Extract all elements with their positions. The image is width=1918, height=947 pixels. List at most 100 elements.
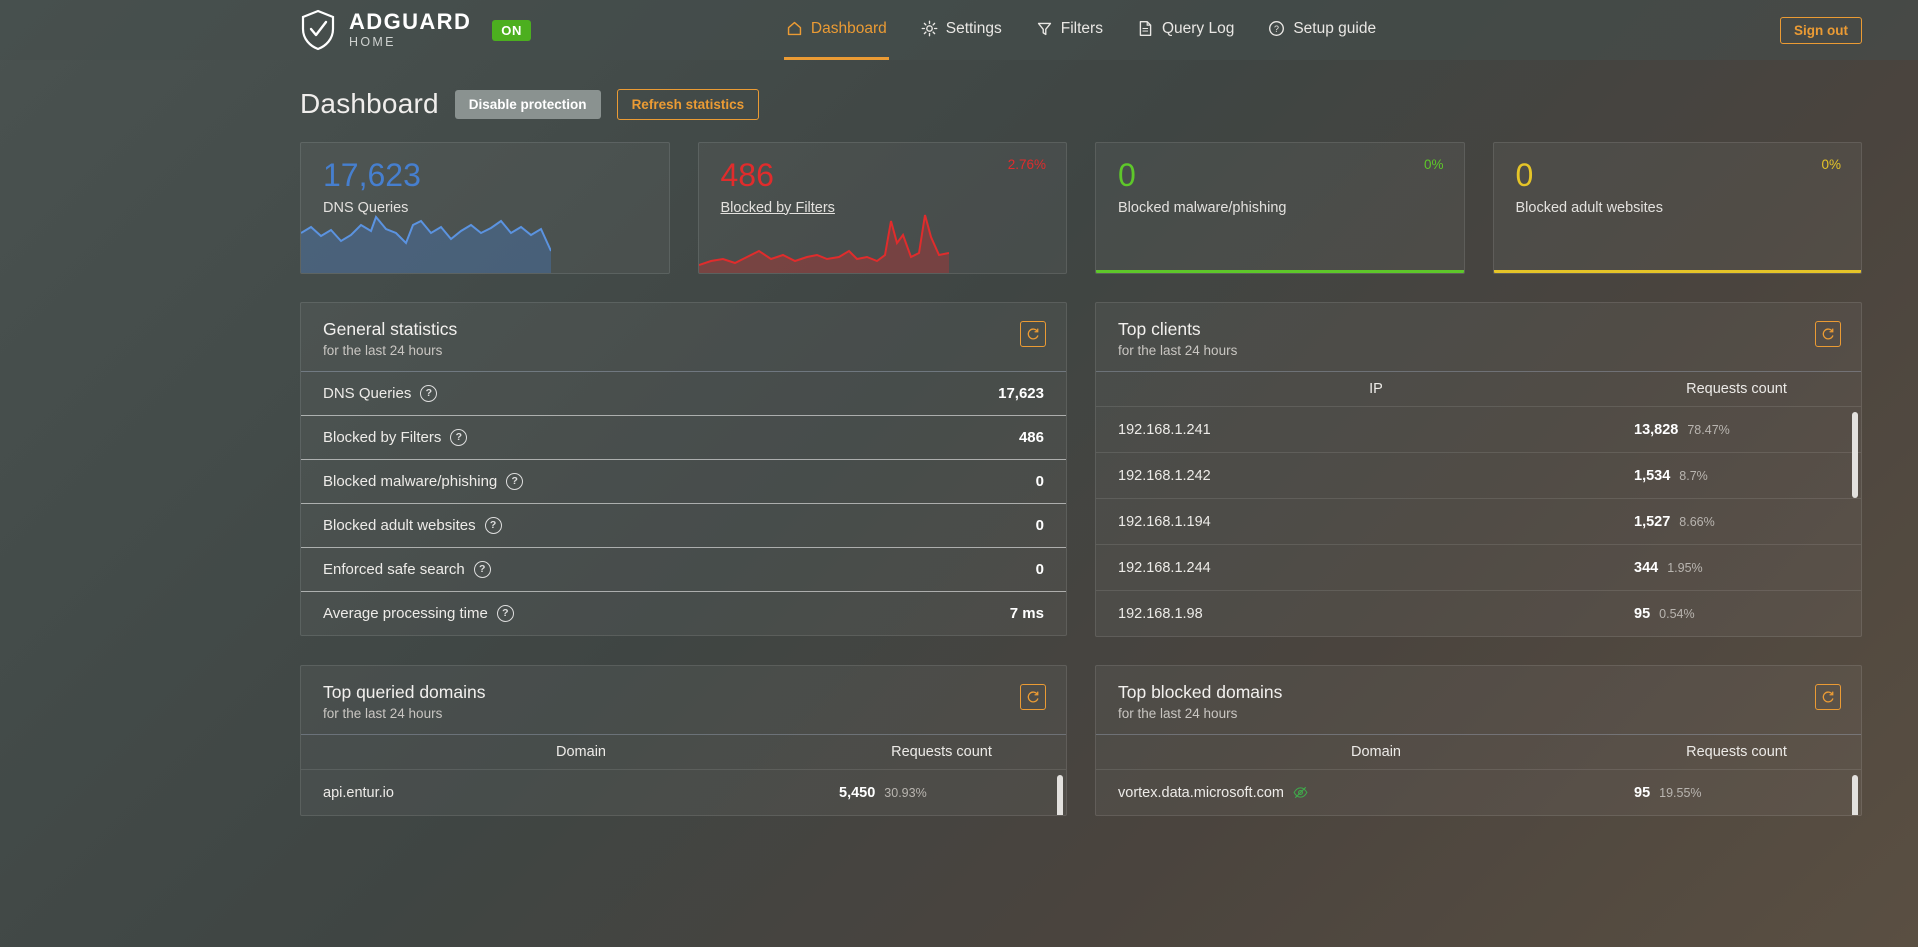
table-row-name-group: 192.168.1.242 xyxy=(1118,468,1634,484)
table-row-name[interactable]: api.entur.io xyxy=(323,784,394,801)
table-row-count: 95 xyxy=(1634,784,1651,801)
top-blocked-rows: vortex.data.microsoft.com 95 19.55% xyxy=(1096,769,1861,815)
table-row-count-group: 344 1.95% xyxy=(1634,560,1839,576)
table-row-name-group: api.entur.io xyxy=(323,785,839,801)
counter-label[interactable]: Blocked by Filters xyxy=(720,199,835,216)
table-row-name[interactable]: 192.168.1.98 xyxy=(1118,605,1203,622)
table-row-name[interactable]: 192.168.1.194 xyxy=(1118,513,1211,530)
help-icon[interactable]: ? xyxy=(496,605,514,622)
scrollbar[interactable] xyxy=(1852,775,1858,815)
table-row: 192.168.1.98 95 0.54% xyxy=(1096,590,1861,636)
statistics-row-value: 7 ms xyxy=(1009,605,1044,622)
scrollbar[interactable] xyxy=(1852,412,1858,498)
card-title: Top queried domains xyxy=(323,682,486,702)
sparkline-flatline xyxy=(1493,270,1861,273)
home-icon xyxy=(787,21,802,36)
table-header: IP Requests count xyxy=(1096,371,1861,406)
help-icon[interactable]: ? xyxy=(473,561,491,578)
counter-value: 0 xyxy=(1515,157,1534,193)
table-row-count-group: 95 0.54% xyxy=(1634,606,1839,622)
counter-card-blocked-malware[interactable]: 0% 0 Blocked malware/phishing xyxy=(1095,142,1465,274)
statistics-row-label-group: DNS Queries? xyxy=(323,385,438,402)
table-row-name[interactable]: 192.168.1.242 xyxy=(1118,467,1211,484)
statistics-row: Blocked by Filters? 486 xyxy=(301,415,1066,459)
column-header-count: Requests count xyxy=(1686,744,1787,760)
scrollbar[interactable] xyxy=(1057,775,1063,815)
refresh-button[interactable] xyxy=(1020,684,1046,710)
card-title: Top blocked domains xyxy=(1118,682,1283,702)
help-icon[interactable]: ? xyxy=(420,385,438,402)
table-row-percent: 78.47% xyxy=(1687,422,1730,437)
table-row-percent: 0.54% xyxy=(1659,606,1695,621)
nav-label: Filters xyxy=(1060,19,1103,37)
table-row: 192.168.1.244 344 1.95% xyxy=(1096,544,1861,590)
panels-row-1: General statistics for the last 24 hours… xyxy=(300,302,1862,637)
counter-card-blocked-by-filters[interactable]: 2.76% 486 Blocked by Filters xyxy=(697,142,1067,274)
table-row-percent: 30.93% xyxy=(884,785,927,800)
refresh-icon xyxy=(1027,691,1039,703)
column-header-ip: IP xyxy=(1369,381,1383,397)
column-header-domain: Domain xyxy=(1351,744,1401,760)
protection-status-badge[interactable]: ON xyxy=(492,19,531,41)
refresh-icon xyxy=(1822,691,1834,703)
table-row-percent: 8.66% xyxy=(1679,514,1715,529)
table-row-count: 13,828 xyxy=(1634,421,1679,438)
statistics-row-value: 0 xyxy=(1035,561,1044,578)
top-clients-rows: 192.168.1.241 13,828 78.47% 192.168.1.242 1,… xyxy=(1096,406,1861,636)
table-row-name[interactable]: 192.168.1.244 xyxy=(1118,559,1211,576)
statistics-row: Blocked adult websites? 0 xyxy=(301,503,1066,547)
help-icon[interactable]: ? xyxy=(506,473,524,490)
page-title: Dashboard xyxy=(300,88,439,119)
table-row-name[interactable]: vortex.data.microsoft.com xyxy=(1118,784,1284,801)
table-row-name[interactable]: 192.168.1.241 xyxy=(1118,421,1211,438)
column-header-count: Requests count xyxy=(891,744,992,760)
help-icon[interactable]: ? xyxy=(450,429,468,446)
counter-percent: 0% xyxy=(1821,157,1841,172)
sign-out-button[interactable]: Sign out xyxy=(1780,16,1862,44)
nav-item-settings[interactable]: Settings xyxy=(919,0,1004,60)
top-clients-card: Top clients for the last 24 hours IP Req… xyxy=(1095,302,1862,637)
column-header-domain: Domain xyxy=(556,744,606,760)
counter-label: Blocked malware/phishing xyxy=(1118,199,1287,216)
refresh-button[interactable] xyxy=(1815,684,1841,710)
counter-card-dns-queries[interactable]: 17,623 DNS Queries xyxy=(300,142,670,274)
top-queried-rows: api.entur.io 5,450 30.93% xyxy=(301,769,1066,815)
app-header: ADGUARD HOME ON Dashboard Settings xyxy=(0,0,1918,60)
nav-item-query-log[interactable]: Query Log xyxy=(1135,0,1236,60)
table-row-name-group: 192.168.1.194 xyxy=(1118,514,1634,530)
refresh-statistics-button[interactable]: Refresh statistics xyxy=(616,88,760,120)
table-row-count-group: 5,450 30.93% xyxy=(839,785,1044,801)
nav-item-setup-guide[interactable]: ? Setup guide xyxy=(1266,0,1378,60)
table-row-count: 95 xyxy=(1634,605,1651,622)
general-statistics-rows: DNS Queries? 17,623 Blocked by Filters? 486… xyxy=(301,371,1066,635)
refresh-button[interactable] xyxy=(1815,321,1841,347)
refresh-icon xyxy=(1822,328,1834,340)
card-subtitle: for the last 24 hours xyxy=(1118,706,1238,721)
disable-protection-button[interactable]: Disable protection xyxy=(454,89,601,119)
nav-item-filters[interactable]: Filters xyxy=(1034,0,1105,60)
table-row-count: 1,534 xyxy=(1634,467,1671,484)
statistics-row-label: Average processing time xyxy=(323,605,488,622)
table-row: vortex.data.microsoft.com 95 19.55% xyxy=(1096,769,1861,815)
counter-card-blocked-adult[interactable]: 0% 0 Blocked adult websites xyxy=(1492,142,1862,274)
document-icon xyxy=(1139,21,1152,36)
nav-item-dashboard[interactable]: Dashboard xyxy=(783,0,889,60)
help-icon[interactable]: ? xyxy=(484,517,502,534)
table-row-percent: 1.95% xyxy=(1667,560,1703,575)
brand-logo: ADGUARD HOME ON xyxy=(300,9,531,51)
statistics-row-label: Blocked adult websites xyxy=(323,517,476,534)
refresh-button[interactable] xyxy=(1020,321,1046,347)
counter-value: 0 xyxy=(1118,157,1136,193)
table-row-count-group: 1,527 8.66% xyxy=(1634,514,1839,530)
refresh-icon xyxy=(1027,328,1039,340)
brand-subtitle: HOME xyxy=(349,35,396,50)
nav-label: Setup guide xyxy=(1293,19,1377,37)
statistics-row-value: 486 xyxy=(1018,429,1044,446)
main-navigation: Dashboard Settings Filters xyxy=(783,0,1378,60)
general-statistics-card: General statistics for the last 24 hours… xyxy=(300,302,1067,636)
filter-icon xyxy=(1037,22,1051,36)
statistics-row-label-group: Enforced safe search? xyxy=(323,561,491,578)
table-row-count: 5,450 xyxy=(839,784,876,801)
counter-value: 17,623 xyxy=(323,157,421,193)
question-circle-icon: ? xyxy=(1269,21,1285,36)
